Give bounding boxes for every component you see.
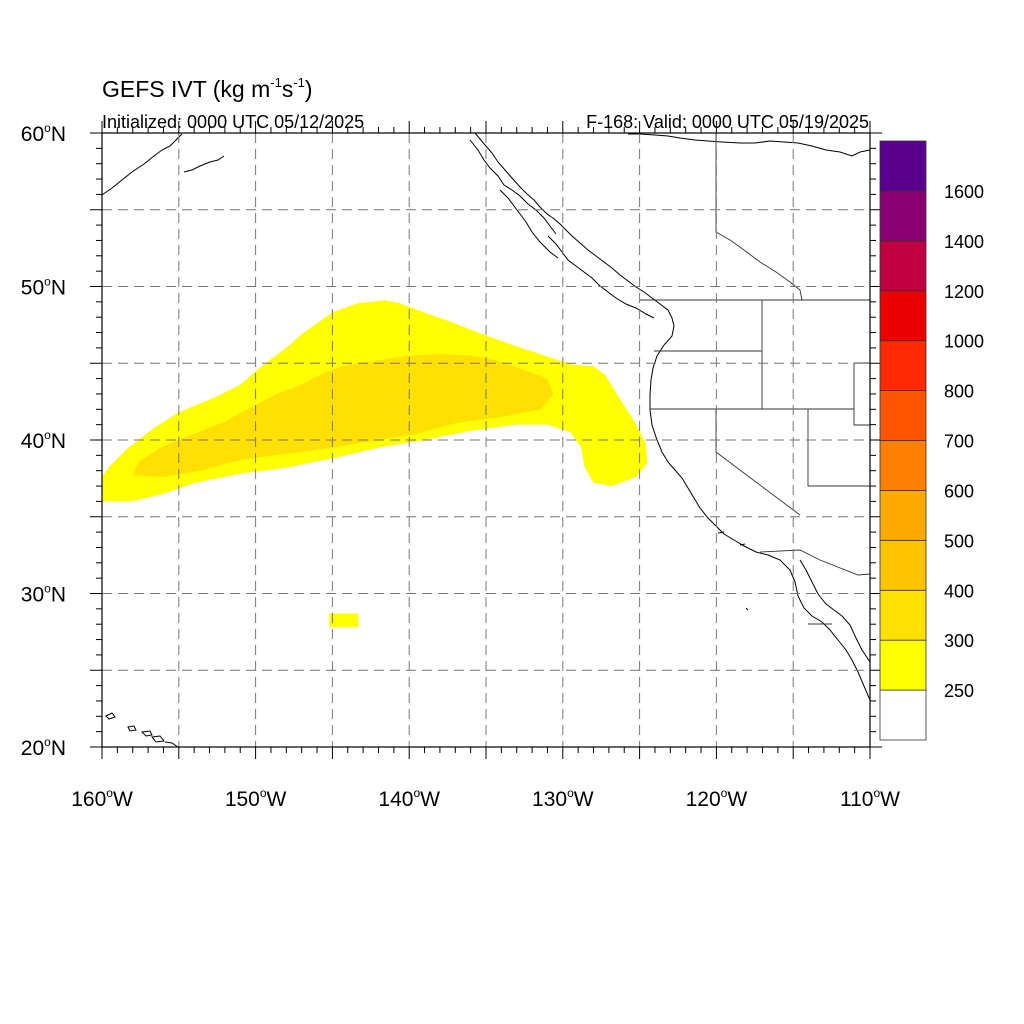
colorbar-label: 300 xyxy=(944,631,974,651)
colorbar-label: 600 xyxy=(944,481,974,501)
map-plot-area xyxy=(90,121,882,759)
colorbar-box xyxy=(879,290,927,342)
longitude-labels: 160oW 150oW 140oW 130oW 120oW 110oW xyxy=(71,786,900,811)
lon-label-120W: 120oW xyxy=(686,786,748,811)
colorbar-label: 1600 xyxy=(944,182,984,202)
channel-islands xyxy=(717,531,749,611)
colorbar-label: 1400 xyxy=(944,232,984,252)
colorbar-label: 400 xyxy=(944,581,974,601)
lon-label-130W: 130oW xyxy=(532,786,594,811)
colorbar-box xyxy=(879,340,927,391)
colorbar-box xyxy=(879,589,927,641)
colorbar-label: 700 xyxy=(944,432,974,452)
lat-label-60N: 60oN xyxy=(21,121,66,146)
ivt-shading-layer xyxy=(102,300,648,628)
state-borders xyxy=(640,133,870,625)
hawaii-islands xyxy=(105,712,179,747)
map-title: GEFS IVT (kg m-1s-1) xyxy=(102,75,313,102)
colorbar-box xyxy=(879,539,927,591)
colorbar-label: 1200 xyxy=(944,282,984,302)
colorbar-label: 500 xyxy=(944,531,974,551)
colorbar-box xyxy=(879,689,927,741)
colorbar-box xyxy=(879,490,927,541)
baja-gulf-coast xyxy=(799,559,870,663)
graticule xyxy=(102,133,870,747)
colorbar-box xyxy=(879,240,927,292)
lon-label-140W: 140oW xyxy=(378,786,440,811)
ivt-region-300-400-1 xyxy=(132,354,554,477)
west-coastline xyxy=(474,133,870,701)
lon-label-150W: 150oW xyxy=(225,786,287,811)
colorbar-label: 250 xyxy=(944,681,974,701)
coastlines-and-borders xyxy=(102,133,870,747)
ivt-colorbar: 250 300 400 500 600 700 800 1000 1200 1400 1600 xyxy=(879,140,984,741)
init-time-label: Initialized: 0000 UTC 05/12/2025 xyxy=(102,112,364,132)
colorbar-box xyxy=(879,190,927,242)
colorbar-box xyxy=(879,390,927,441)
axis-ticks xyxy=(90,121,882,759)
lat-label-30N: 30oN xyxy=(21,582,66,607)
latitude-labels: 60oN 50oN 40oN 30oN 20oN xyxy=(21,121,66,760)
lat-label-40N: 40oN xyxy=(21,428,66,453)
lon-label-160W: 160oW xyxy=(71,786,133,811)
colorbar-box xyxy=(879,440,927,491)
valid-time-label: F-168: Valid: 0000 UTC 05/19/2025 xyxy=(586,112,869,132)
colorbar-box xyxy=(879,639,927,691)
colorbar-label: 800 xyxy=(944,382,974,402)
colorbar-label: 1000 xyxy=(944,332,984,352)
alaska-peninsula-coast xyxy=(102,133,225,196)
lat-label-50N: 50oN xyxy=(21,275,66,300)
colorbar-box xyxy=(879,140,927,192)
lon-label-110W: 110oW xyxy=(840,786,900,811)
lat-label-20N: 20oN xyxy=(21,735,66,760)
ivt-region-250-300-2 xyxy=(329,613,359,628)
